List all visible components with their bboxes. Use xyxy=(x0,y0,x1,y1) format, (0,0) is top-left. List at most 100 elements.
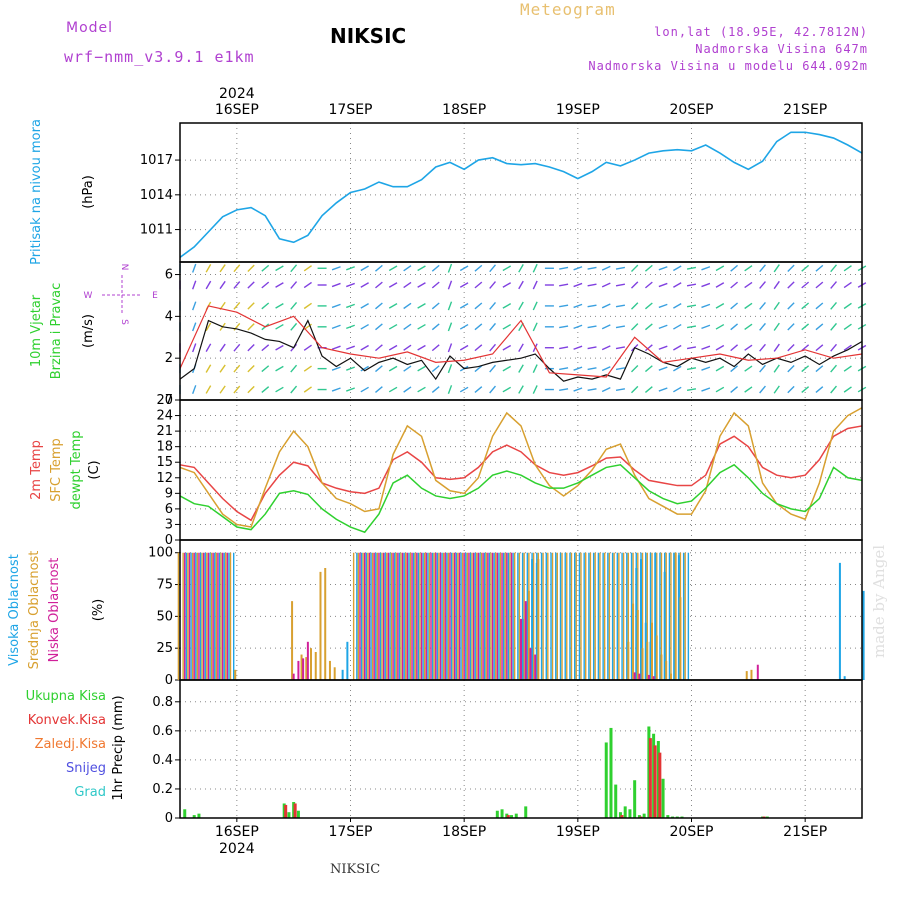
panel-frame-pressure xyxy=(179,122,863,263)
y-tick-label-temperature-21: 21 xyxy=(156,424,173,439)
wind-arrow xyxy=(303,281,312,289)
wind-arrow xyxy=(815,386,824,393)
wind-arrow xyxy=(474,344,483,352)
wind-arrow xyxy=(388,323,398,330)
wind-arrow xyxy=(830,364,838,373)
y-tick-label-precip-0.4: 0.4 xyxy=(152,753,173,768)
wind-arrow xyxy=(759,385,766,394)
wind-arrow xyxy=(290,322,298,331)
wind-unit: (m/s) xyxy=(81,314,96,348)
wind-arrow xyxy=(587,304,597,308)
wind-arrow xyxy=(447,322,453,332)
pressure-label: Pritisak na nivou mora xyxy=(29,119,44,265)
wind-arrow xyxy=(673,344,682,351)
wind-arrow xyxy=(502,265,512,272)
wind-arrow xyxy=(615,346,626,350)
wind-arrow xyxy=(715,265,725,272)
wind-arrow xyxy=(715,282,725,288)
wind-arrow xyxy=(587,283,597,287)
y-tick-label-temperature-27: 27 xyxy=(156,393,173,408)
station-title: NIKSIC xyxy=(330,24,407,48)
wind-arrow xyxy=(744,386,753,393)
top-day-label-21SEP: 21SEP xyxy=(783,102,827,118)
wind-arrow xyxy=(630,364,639,373)
y-tick-label-temperature-3: 3 xyxy=(165,517,173,532)
wind-arrow xyxy=(715,386,725,393)
bottom-day-label-18SEP: 18SEP xyxy=(442,824,486,840)
wind-arrow xyxy=(474,302,483,310)
wind-arrow xyxy=(489,281,497,289)
wind-arrow xyxy=(403,365,412,372)
wind-arrow xyxy=(431,365,440,373)
wind-arrow xyxy=(801,344,810,352)
wind-arrow xyxy=(275,386,284,393)
wind-arrow xyxy=(587,266,597,270)
precip-bar xyxy=(183,809,187,818)
wind-arrow xyxy=(346,345,355,350)
wind-arrows xyxy=(179,263,867,395)
wind-arrow xyxy=(630,385,639,394)
wind-arrow xyxy=(601,366,611,372)
precip-bar xyxy=(500,809,504,818)
wind-arrow xyxy=(532,280,538,290)
y-tick-label-wind-0: 0 xyxy=(165,393,173,408)
wind-arrow xyxy=(559,283,569,287)
temp-unit: (C) xyxy=(87,460,102,479)
precip-ylabel: 1hr Precip (mm) xyxy=(111,695,126,800)
wind-arrow xyxy=(615,325,626,329)
wind-arrow xyxy=(630,281,639,289)
wind-arrow xyxy=(773,264,780,273)
wind-arrow xyxy=(601,324,611,330)
wind-arrow xyxy=(759,364,766,373)
wind-arrow xyxy=(773,364,780,373)
temp-label-t2m: 2m Temp xyxy=(29,440,44,500)
wind-arrow xyxy=(801,302,810,310)
wind-arrow xyxy=(673,265,682,272)
wind-arrow xyxy=(346,324,355,330)
wind-arrow xyxy=(843,265,852,272)
y-tick-label-wind-6: 6 xyxy=(165,268,173,283)
pressure-line xyxy=(179,131,863,259)
top-day-label-20SEP: 20SEP xyxy=(670,102,714,118)
wind-arrow xyxy=(744,281,753,289)
wind-arrow xyxy=(658,282,668,288)
wind-arrow xyxy=(261,365,270,373)
wind-arrow xyxy=(843,302,852,310)
wind-arrow xyxy=(573,345,583,350)
wind-arrow xyxy=(644,323,653,331)
wind-arrow xyxy=(219,343,226,352)
wind-arrow xyxy=(658,366,668,371)
wind-arrow xyxy=(205,280,212,290)
wind-arrow xyxy=(192,301,197,311)
y-tick-label-precip-0.2: 0.2 xyxy=(152,782,173,797)
wind-arrow xyxy=(431,281,440,289)
wind-arrow xyxy=(573,282,583,288)
wind-arrow xyxy=(459,323,469,330)
wind-arrow xyxy=(303,265,312,272)
precip-bar xyxy=(510,815,514,818)
wind-arrow xyxy=(474,264,483,272)
wind-arrow xyxy=(375,386,383,393)
y-tick-label-temperature-0: 0 xyxy=(165,533,173,548)
wind-arrow xyxy=(686,346,697,350)
wind-arrow xyxy=(346,266,355,271)
wind-arrow xyxy=(615,367,626,371)
wind-arrow xyxy=(290,281,298,289)
wind-arrow xyxy=(375,281,383,289)
wind-arrow xyxy=(360,303,369,309)
wind-arrow xyxy=(403,344,412,351)
wind-arrow xyxy=(601,345,611,351)
wind-arrow xyxy=(290,385,298,394)
wind-arrow xyxy=(644,264,653,272)
y-tick-label-precip-0.8: 0.8 xyxy=(152,695,173,710)
wind-arrow xyxy=(759,322,766,331)
wind-arrow xyxy=(801,323,810,331)
wind-arrow xyxy=(587,388,597,392)
wind-arrow xyxy=(730,323,739,331)
wind-arrow xyxy=(205,343,212,352)
cloud-unit: (%) xyxy=(91,599,106,622)
wind-arrow xyxy=(192,322,197,332)
wind-arrow xyxy=(275,323,284,330)
wind-arrow xyxy=(403,265,412,272)
wind-arrow xyxy=(815,365,824,373)
